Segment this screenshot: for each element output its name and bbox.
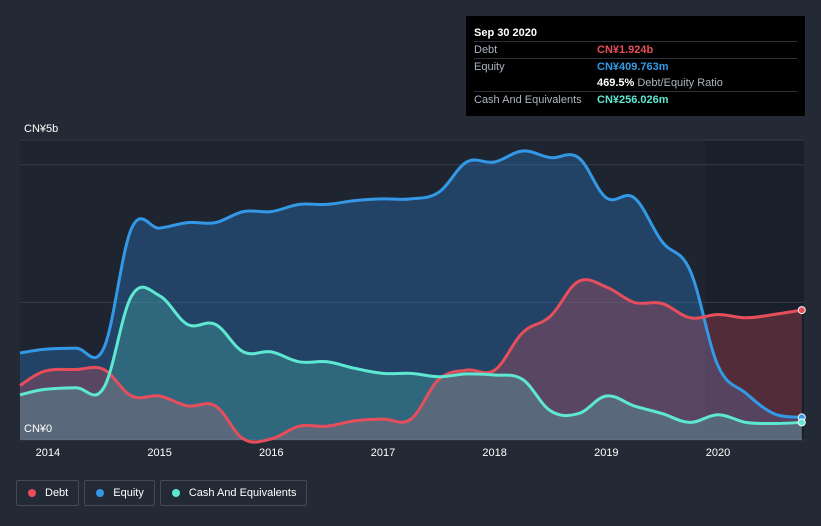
cash-and-equivalents-line xyxy=(19,285,802,426)
tooltip-debt-label: Debt xyxy=(474,44,498,56)
tooltip-cash-label: Cash And Equivalents xyxy=(474,94,582,106)
debt-dot-icon xyxy=(28,489,36,497)
tooltip-ratio-label: Debt/Equity Ratio xyxy=(637,77,723,89)
debt-area xyxy=(20,279,802,443)
legend-item-debt[interactable]: Debt xyxy=(16,480,80,506)
debt-line xyxy=(19,278,803,444)
x-tick-2014: 2014 xyxy=(36,447,60,459)
series-lines xyxy=(19,149,803,444)
equity-line xyxy=(19,149,803,419)
legend-item-equity[interactable]: Equity xyxy=(84,480,155,506)
x-axis-ticks: 2014 2015 2016 2017 2018 2019 2020 xyxy=(36,447,731,459)
equity-dot-icon xyxy=(96,489,105,497)
tooltip-cash-value: CN¥256.026m xyxy=(597,94,669,106)
tooltip-row-cash: Cash And Equivalents CN¥256.026m xyxy=(474,91,797,108)
x-tick-2020: 2020 xyxy=(706,447,730,459)
tooltip-ratio-value: 469.5% xyxy=(597,77,635,89)
x-tick-2017: 2017 xyxy=(371,447,395,459)
legend-item-cash[interactable]: Cash And Equivalents xyxy=(159,480,308,506)
x-tick-2019: 2019 xyxy=(594,447,618,459)
x-tick-2015: 2015 xyxy=(147,447,171,459)
tooltip-date: Sep 30 2020 xyxy=(474,27,537,39)
tooltip-equity-label: Equity xyxy=(474,61,505,73)
gridlines xyxy=(20,139,804,441)
series-end-markers xyxy=(797,306,806,427)
x-tick-2018: 2018 xyxy=(482,447,506,459)
y-axis-bottom-label: CN¥0 xyxy=(24,423,52,435)
chart-legend: Debt Equity Cash And Equivalents xyxy=(16,480,308,506)
data-tooltip: Sep 30 2020 Debt CN¥1.924b Equity CN¥409… xyxy=(466,16,805,116)
tooltip-debt-value: CN¥1.924b xyxy=(597,44,654,56)
history-shade xyxy=(705,140,804,440)
tooltip-row-equity: Equity CN¥409.763m xyxy=(474,58,797,75)
cash-dot-icon xyxy=(171,489,180,497)
legend-equity-label: Equity xyxy=(113,487,144,499)
tooltip-row-debt: Debt CN¥1.924b xyxy=(474,41,797,58)
tooltip-row-ratio: 469.5% Debt/Equity Ratio xyxy=(474,75,797,91)
legend-cash-label: Cash And Equivalents xyxy=(188,487,297,499)
cash-and-equivalents-end-marker[interactable] xyxy=(797,418,806,427)
y-axis-top-label: CN¥5b xyxy=(24,123,58,135)
debt-end-marker[interactable] xyxy=(797,306,806,315)
x-tick-2016: 2016 xyxy=(259,447,283,459)
tooltip-equity-value: CN¥409.763m xyxy=(597,61,669,73)
legend-debt-label: Debt xyxy=(45,487,69,499)
